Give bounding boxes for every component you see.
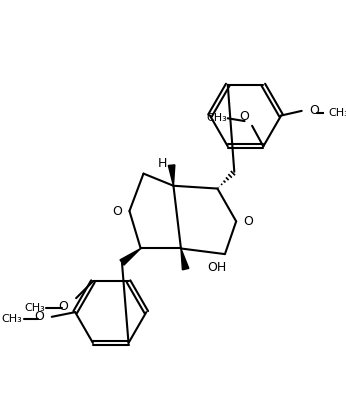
Text: O: O [59,300,69,313]
Text: O: O [240,110,249,123]
Text: CH₃: CH₃ [1,314,22,324]
Polygon shape [120,249,141,265]
Text: OH: OH [207,261,226,274]
Text: CH₃: CH₃ [329,108,346,118]
Text: O: O [112,204,122,217]
Text: CH₃: CH₃ [206,113,227,123]
Polygon shape [181,249,189,270]
Polygon shape [168,165,175,186]
Text: O: O [309,104,319,117]
Text: CH₃: CH₃ [25,303,45,314]
Text: H: H [157,157,167,170]
Text: O: O [34,310,44,323]
Text: O: O [244,215,254,228]
